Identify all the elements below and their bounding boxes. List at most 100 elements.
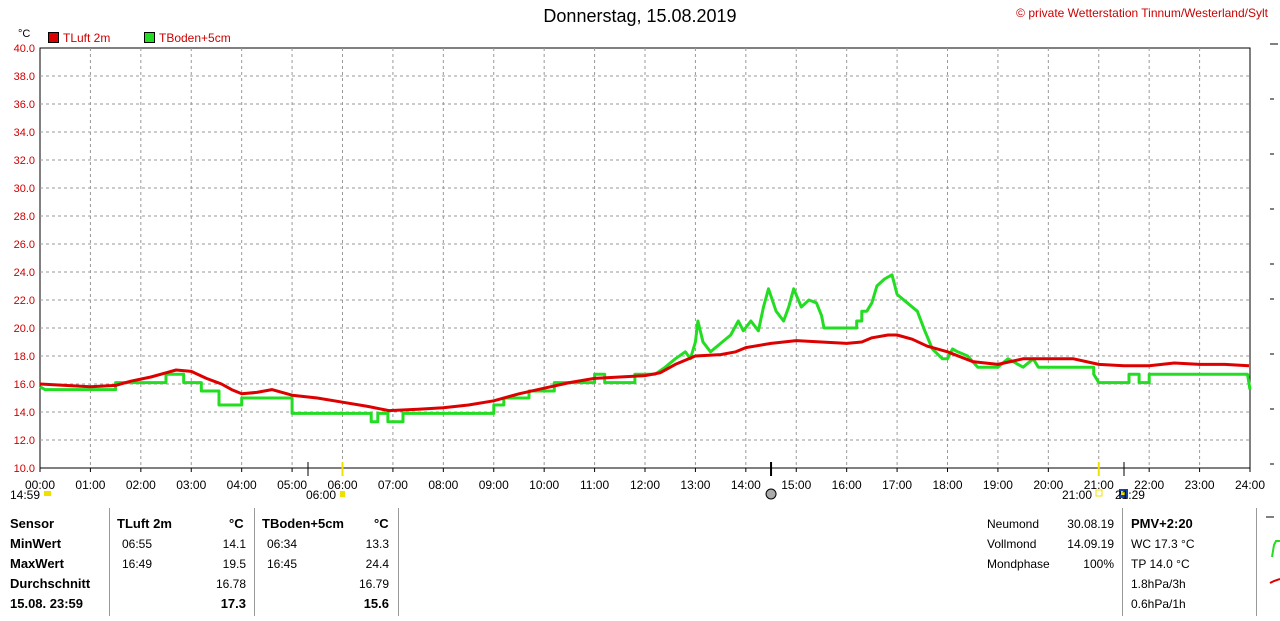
header-sensor: Sensor [10, 516, 55, 531]
series-line-tluft [39, 333, 1250, 413]
y-tick-label: 40.0 [14, 43, 35, 55]
pmv-value: PMV+2:20 [1131, 516, 1193, 531]
x-tick-label: 12:00 [630, 478, 660, 492]
x-tick-label: 14:00 [731, 478, 761, 492]
x-tick-label: 20:00 [1033, 478, 1063, 492]
x-tick-label: 19:00 [983, 478, 1013, 492]
pressure-trend-1h: 0.6hPa/1h [1131, 597, 1186, 611]
row-label: Durchschnitt [10, 576, 91, 591]
moonset-indicator [44, 491, 51, 496]
header-tboden-unit: °C [374, 516, 389, 531]
grid [40, 48, 1250, 468]
y-tick-label: 24.0 [14, 267, 35, 279]
y-tick-label: 22.0 [14, 295, 35, 307]
moon-label: Neumond [987, 517, 1040, 531]
legend-swatch-tboden [144, 32, 155, 43]
moon-value: 14.09.19 [1067, 537, 1114, 551]
sunrise-indicator [340, 491, 345, 497]
y-tick-label: 32.0 [14, 155, 35, 167]
moonrise-indicator-inner [1121, 491, 1125, 495]
x-tick-label: 13:00 [680, 478, 710, 492]
x-tick-label: 21:00 [1084, 478, 1114, 492]
x-tick-label: 07:00 [378, 478, 408, 492]
tluft-time: 06:55 [122, 537, 153, 551]
y-axis: 10.0 12.0 14.0 16.0 18.0 20.0 22.0 24.0 26.0 28.0… [14, 43, 35, 475]
tboden-time: 06:34 [267, 537, 298, 551]
divider [398, 508, 399, 616]
x-tick-label: 11:00 [580, 478, 609, 492]
x-tick-label: 04:00 [227, 478, 257, 492]
moonset-time: 14:59 [10, 488, 40, 502]
row-label: 15.08. 23:59 [10, 596, 84, 611]
header-tboden: TBoden+5cm [262, 516, 344, 531]
y-tick-label: 30.0 [14, 183, 35, 195]
x-tick-label: 02:00 [126, 478, 156, 492]
legend-label-tboden: TBoden+5cm [159, 31, 231, 45]
x-tick-label: 06:00 [327, 478, 357, 492]
x-tick-label: 09:00 [479, 478, 509, 492]
pressure-trend-3h: 1.8hPa/3h [1131, 577, 1186, 591]
tluft-value: 19.5 [222, 557, 246, 571]
tboden-value: 24.4 [365, 557, 389, 571]
x-tick-label: 18:00 [932, 478, 962, 492]
x-tick-label: 24:00 [1235, 478, 1265, 492]
y-tick-label: 34.0 [14, 127, 35, 139]
x-tick-label: 00:00 [25, 478, 55, 492]
moon-phase-icon [765, 488, 777, 500]
tluft-value: 17.3 [220, 596, 246, 611]
y-tick-label: 12.0 [14, 435, 35, 447]
moon-value: 100% [1083, 557, 1114, 571]
y-tick-label: 10.0 [14, 463, 35, 475]
y-axis-unit: °C [18, 28, 31, 40]
mini-tluft [1269, 578, 1280, 584]
tluft-value: 14.1 [222, 537, 246, 551]
divider [109, 508, 110, 616]
row-label: MinWert [10, 536, 62, 551]
legend-label-tluft: TLuft 2m [63, 31, 111, 45]
tboden-value: 15.6 [363, 596, 389, 611]
dewpoint-value: TP 14.0 °C [1131, 557, 1190, 571]
copyright-note: © private Wetterstation Tinnum/Westerlan… [1016, 6, 1268, 20]
tboden-time: 16:45 [267, 557, 298, 571]
sunrise-time: 06:00 [306, 488, 336, 502]
y-tick-label: 36.0 [14, 99, 35, 111]
y-tick-label: 38.0 [14, 71, 35, 83]
legend-swatch-tluft [48, 32, 59, 43]
x-tick-label: 10:00 [529, 478, 559, 492]
y-tick-label: 14.0 [14, 407, 35, 419]
windchill-value: WC 17.3 °C [1131, 537, 1195, 551]
x-axis: 00:00 01:00 02:00 03:00 04:00 05:00 06:00 07:00… [25, 468, 1265, 492]
sunset-time: 21:00 [1062, 488, 1092, 502]
temperature-chart: 10.0 12.0 14.0 16.0 18.0 20.0 22.0 24.0 26.0 28.0… [10, 43, 1278, 502]
moonrise-time: 21:29 [1115, 488, 1145, 502]
moon-label: Vollmond [987, 537, 1037, 551]
series-lines [39, 273, 1252, 424]
sunset-indicator [1095, 489, 1103, 497]
moon-label: Mondphase [987, 557, 1050, 571]
tluft-time: 16:49 [122, 557, 153, 571]
right-edge-ticks [1270, 43, 1278, 465]
legend-entry-tluft: TLuft 2m [48, 31, 110, 45]
x-tick-label: 22:00 [1134, 478, 1164, 492]
chart-title: Donnerstag, 15.08.2019 [543, 6, 737, 26]
legend-entry-tboden: TBoden+5cm [144, 31, 231, 45]
x-tick-label: 08:00 [428, 478, 458, 492]
mini-tboden [1271, 540, 1280, 558]
x-tick-label: 17:00 [882, 478, 912, 492]
moon-value: 30.08.19 [1067, 517, 1114, 531]
x-tick-label: 23:00 [1185, 478, 1215, 492]
y-tick-label: 16.0 [14, 379, 35, 391]
tboden-value: 16.79 [358, 577, 389, 591]
x-tick-label: 16:00 [832, 478, 862, 492]
x-tick-label: 01:00 [75, 478, 105, 492]
x-tick-label: 03:00 [176, 478, 206, 492]
tluft-value: 16.78 [215, 577, 246, 591]
divider [1122, 508, 1123, 616]
y-tick-label: 28.0 [14, 211, 35, 223]
row-label: MaxWert [10, 556, 64, 571]
header-tluft-unit: °C [229, 516, 244, 531]
divider [254, 508, 255, 616]
header-tluft: TLuft 2m [117, 516, 172, 531]
y-tick-label: 26.0 [14, 239, 35, 251]
sun-markers: 14:59 06:00 21:00 21:29 [10, 462, 1145, 502]
